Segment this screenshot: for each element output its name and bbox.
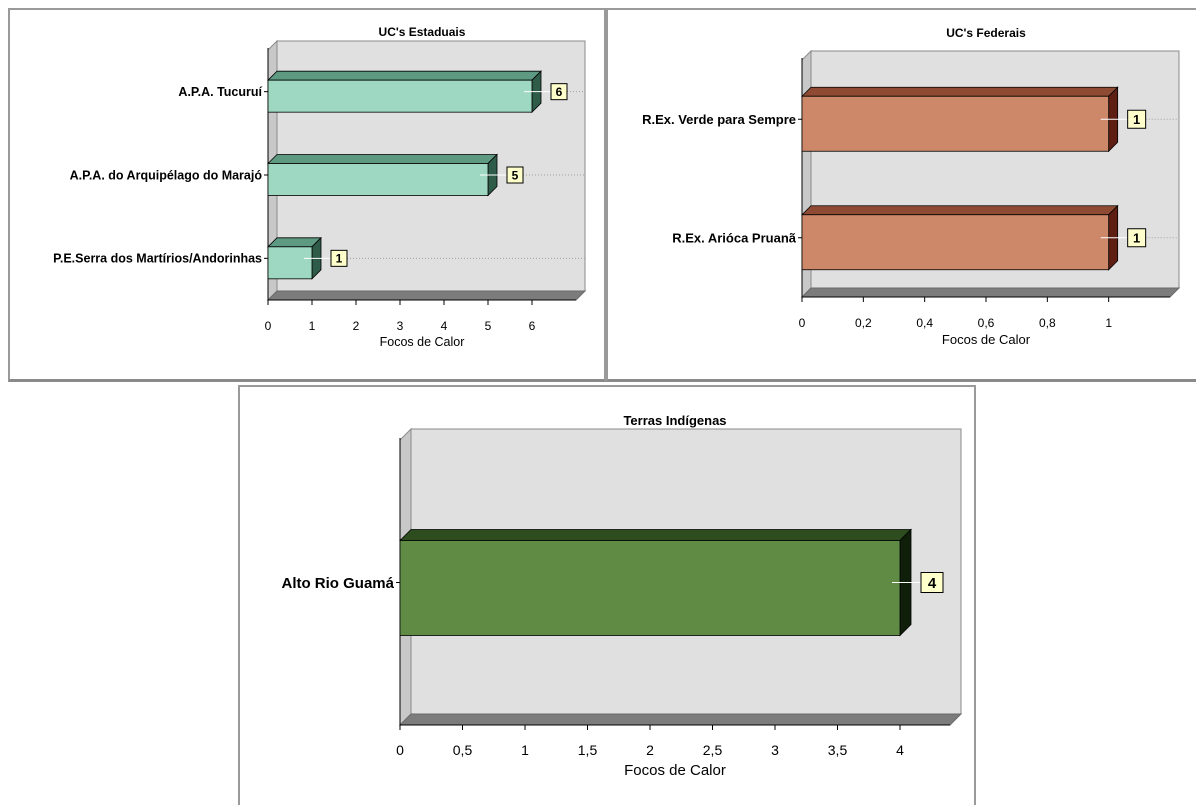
x-tick-label: 0 xyxy=(799,316,806,330)
x-tick-label: 2,5 xyxy=(703,742,723,758)
data-label: 1 xyxy=(1133,112,1140,127)
x-tick-label: 4 xyxy=(896,742,904,758)
x-tick-label: 0 xyxy=(265,319,272,333)
bar xyxy=(267,79,533,113)
data-label-box xyxy=(1127,228,1147,248)
data-label: 1 xyxy=(1133,230,1140,245)
x-tick-label: 2 xyxy=(646,742,654,758)
x-tick-label: 1,5 xyxy=(578,742,598,758)
x-tick-label: 0,6 xyxy=(978,316,995,330)
bar-top-face xyxy=(267,154,498,164)
chart-panel-uc-estaduais: UC's Estaduais 0 1 2 3 4 5 6 Focos de Calor A.P.A… xyxy=(8,8,606,382)
bar xyxy=(801,214,1110,271)
category-label: R.Ex. Verde para Sempre xyxy=(642,112,796,127)
plot-floor xyxy=(266,290,587,301)
chart-panel-terras-indigenas: Terras Indígenas 0 0,5 1 1,5 2 2,5 3 3,5 4 Focos d… xyxy=(238,385,976,805)
category-label: R.Ex. Arióca Pruanã xyxy=(672,230,797,245)
data-label: 4 xyxy=(928,575,937,592)
data-label: 5 xyxy=(512,168,519,182)
x-tick-label: 0,5 xyxy=(453,742,473,758)
data-label-box xyxy=(550,83,568,101)
x-tick-label: 0,8 xyxy=(1039,316,1056,330)
bar xyxy=(267,163,489,196)
chart-panel-uc-federais: UC's Federais 0 0,2 0,4 0,6 0,8 1 Focos de Calo… xyxy=(606,8,1196,382)
chart-title: UC's Federais xyxy=(946,26,1026,40)
x-tick-label: 0,2 xyxy=(855,316,872,330)
bar-top-face xyxy=(801,205,1119,216)
bar-top-face xyxy=(399,529,912,541)
x-tick-label: 1 xyxy=(521,742,529,758)
data-label-box xyxy=(920,572,944,593)
category-label: P.E.Serra dos Martírios/Andorinhas xyxy=(53,252,262,266)
chart-uc-estaduais: UC's Estaduais 0 1 2 3 4 5 6 Focos de Calor A.P.A… xyxy=(53,25,587,349)
data-label: 6 xyxy=(556,85,563,99)
bar-top-face xyxy=(801,86,1119,97)
x-tick-label: 0,4 xyxy=(916,316,933,330)
category-label: Alto Rio Guamá xyxy=(281,575,394,592)
data-label-box xyxy=(330,249,348,267)
data-label-box xyxy=(1127,109,1147,129)
plot-floor xyxy=(800,287,1181,298)
bar-top-face xyxy=(267,70,542,81)
x-axis-label: Focos de Calor xyxy=(380,335,465,349)
bar xyxy=(267,246,313,280)
x-tick-label: 2 xyxy=(353,319,360,333)
x-tick-label: 0 xyxy=(396,742,404,758)
x-tick-label: 3,5 xyxy=(828,742,848,758)
category-label: A.P.A. Tucuruí xyxy=(178,85,262,99)
x-axis-label: Focos de Calor xyxy=(942,332,1031,347)
x-tick-label: 3 xyxy=(397,319,404,333)
category-label: A.P.A. do Arquipélago do Marajó xyxy=(70,168,263,182)
x-axis-label: Focos de Calor xyxy=(624,762,726,779)
chart-title: UC's Estaduais xyxy=(379,25,466,39)
plot-floor xyxy=(398,713,963,726)
data-label-box xyxy=(506,166,524,184)
x-tick-label: 4 xyxy=(441,319,448,333)
data-label: 1 xyxy=(336,252,343,266)
x-tick-label: 1 xyxy=(1105,316,1112,330)
x-tick-label: 3 xyxy=(771,742,779,758)
bar xyxy=(801,95,1110,152)
chart-title: Terras Indígenas xyxy=(623,413,726,428)
chart-uc-federais: UC's Federais 0 0,2 0,4 0,6 0,8 1 Focos de Calo… xyxy=(642,26,1181,347)
bar xyxy=(399,540,901,636)
x-tick-label: 1 xyxy=(309,319,316,333)
x-tick-label: 6 xyxy=(529,319,536,333)
chart-terras-indigenas: Terras Indígenas 0 0,5 1 1,5 2 2,5 3 3,5 4 Focos d… xyxy=(281,413,963,779)
x-tick-label: 5 xyxy=(485,319,492,333)
